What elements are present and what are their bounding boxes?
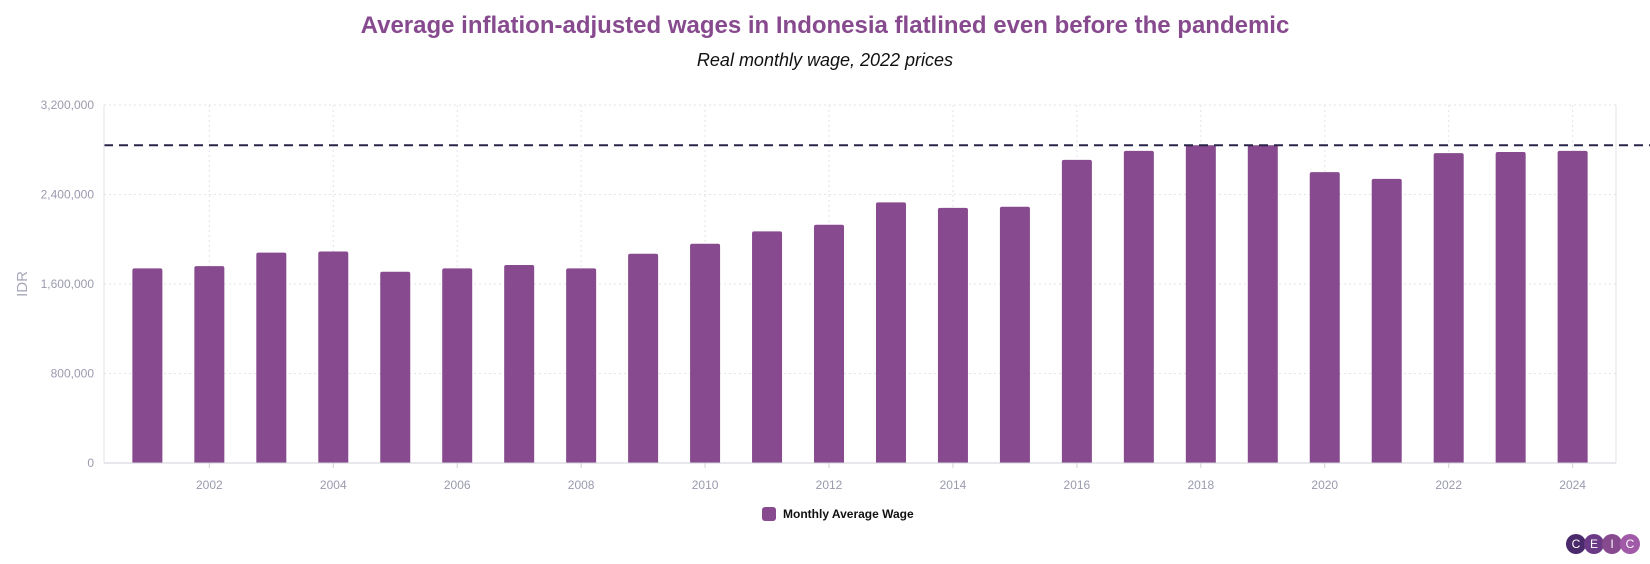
y-tick-label: 800,000 — [51, 367, 95, 381]
bar-2020[interactable] — [1309, 172, 1340, 463]
logo-letter: C — [1566, 534, 1586, 554]
x-tick-label: 2004 — [320, 478, 347, 492]
bar-2014[interactable] — [937, 207, 968, 463]
x-tick-label: 2024 — [1559, 478, 1586, 492]
x-tick-label: 2016 — [1064, 478, 1091, 492]
logo-letter: C — [1620, 534, 1640, 554]
bar-2024[interactable] — [1557, 150, 1588, 463]
legend-swatch — [762, 507, 776, 521]
bar-2001[interactable] — [132, 268, 163, 463]
y-tick-label: 0 — [87, 456, 94, 470]
bar-2010[interactable] — [690, 243, 721, 463]
bar-2022[interactable] — [1433, 153, 1464, 463]
logo-letter: E — [1584, 534, 1604, 554]
bar-layer — [132, 145, 1588, 464]
bar-2023[interactable] — [1495, 151, 1526, 464]
legend[interactable]: Monthly Average Wage — [762, 507, 914, 521]
bar-2017[interactable] — [1123, 150, 1154, 463]
chart-subtitle: Real monthly wage, 2022 prices — [696, 50, 954, 70]
bar-2015[interactable] — [999, 206, 1030, 463]
x-tick-label: 2022 — [1435, 478, 1462, 492]
bar-2007[interactable] — [504, 264, 535, 463]
axis-layer: 0 800,000 1,600,000 2,400,000 3,200,000 2002 2… — [41, 98, 1617, 492]
bar-2018[interactable] — [1185, 145, 1216, 463]
bar-2019[interactable] — [1247, 145, 1278, 463]
bar-2021[interactable] — [1371, 178, 1402, 463]
y-tick-label: 3,200,000 — [41, 98, 95, 112]
y-tick-label: 2,400,000 — [41, 188, 95, 202]
bar-2002[interactable] — [194, 266, 225, 463]
chart-title: Average inflation-adjusted wages in Indo… — [360, 12, 1290, 39]
x-tick-label: 2008 — [568, 478, 595, 492]
y-tick-label: 1,600,000 — [41, 277, 95, 291]
bar-2009[interactable] — [628, 253, 659, 463]
x-tick-label: 2020 — [1311, 478, 1338, 492]
logo-letter: I — [1602, 534, 1622, 554]
bar-2011[interactable] — [752, 231, 783, 463]
bar-2005[interactable] — [380, 271, 411, 463]
x-tick-label: 2002 — [196, 478, 223, 492]
legend-label: Monthly Average Wage — [783, 507, 914, 521]
x-tick-label: 2010 — [692, 478, 719, 492]
bar-2003[interactable] — [256, 252, 287, 463]
x-tick-label: 2012 — [816, 478, 843, 492]
bar-2008[interactable] — [566, 268, 597, 463]
grid-layer — [104, 104, 1616, 463]
bar-2013[interactable] — [875, 202, 906, 464]
bar-2016[interactable] — [1061, 159, 1092, 463]
x-tick-label: 2006 — [444, 478, 471, 492]
x-tick-label: 2018 — [1187, 478, 1214, 492]
y-axis-title: IDR — [14, 271, 31, 297]
x-tick-label: 2014 — [940, 478, 967, 492]
bar-2012[interactable] — [814, 224, 845, 463]
bar-2006[interactable] — [442, 268, 473, 463]
bar-2004[interactable] — [318, 251, 349, 463]
